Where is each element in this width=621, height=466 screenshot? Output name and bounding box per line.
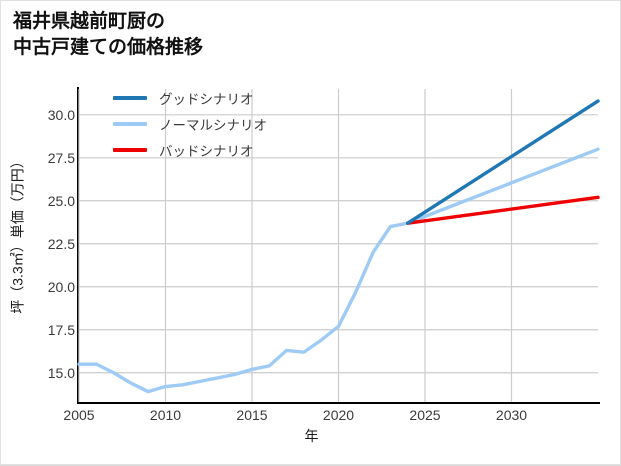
x-axis-tick-label: 2010 <box>149 407 182 423</box>
series-line <box>406 195 600 225</box>
legend-item[interactable]: グッドシナリオ <box>113 91 267 107</box>
x-axis-tick-label: 2005 <box>63 407 95 423</box>
legend-label: ノーマルシナリオ <box>159 118 267 133</box>
chart-title: 福井県越前町厨の 中古戸建ての価格推移 <box>13 11 204 58</box>
x-axis-tick-label: 2025 <box>409 407 441 423</box>
chart-legend: グッドシナリオ ノーマルシナリオ バッドシナリオ <box>113 91 267 159</box>
gridlines <box>78 89 598 402</box>
plot-area <box>77 89 600 402</box>
plot-svg <box>77 89 600 402</box>
x-axis-tick-label: 2015 <box>236 407 268 423</box>
legend-color-swatch <box>113 96 147 100</box>
legend-label: バッドシナリオ <box>159 144 254 159</box>
legend-label: グッドシナリオ <box>159 92 254 107</box>
y-axis-tick-label: 22.5 <box>47 235 75 252</box>
y-axis-tick-label: 27.5 <box>47 149 75 166</box>
series-lines <box>77 99 600 394</box>
series-line <box>406 99 600 225</box>
x-axis-tick-label: 2030 <box>495 407 528 423</box>
y-axis-tick-label: 15.0 <box>47 364 75 381</box>
y-axis-tick-label: 17.5 <box>47 321 75 338</box>
legend-item[interactable]: バッドシナリオ <box>113 143 267 159</box>
y-axis-tick-labels: 15.0 17.5 20.0 22.5 25.0 27.5 30.0 <box>1 1 75 466</box>
series-line <box>77 147 600 394</box>
x-axis-title: 年 <box>304 428 319 444</box>
x-axis-spine <box>77 402 600 404</box>
legend-color-swatch <box>113 148 147 152</box>
y-axis-tick-label: 20.0 <box>47 278 75 295</box>
y-axis-tick-label: 25.0 <box>47 192 75 209</box>
legend-item[interactable]: ノーマルシナリオ <box>113 117 267 133</box>
x-axis-tick-label: 2020 <box>322 407 355 423</box>
y-axis-tick-label: 30.0 <box>47 106 75 123</box>
legend-color-swatch <box>113 122 147 126</box>
y-axis-spine <box>77 87 79 404</box>
